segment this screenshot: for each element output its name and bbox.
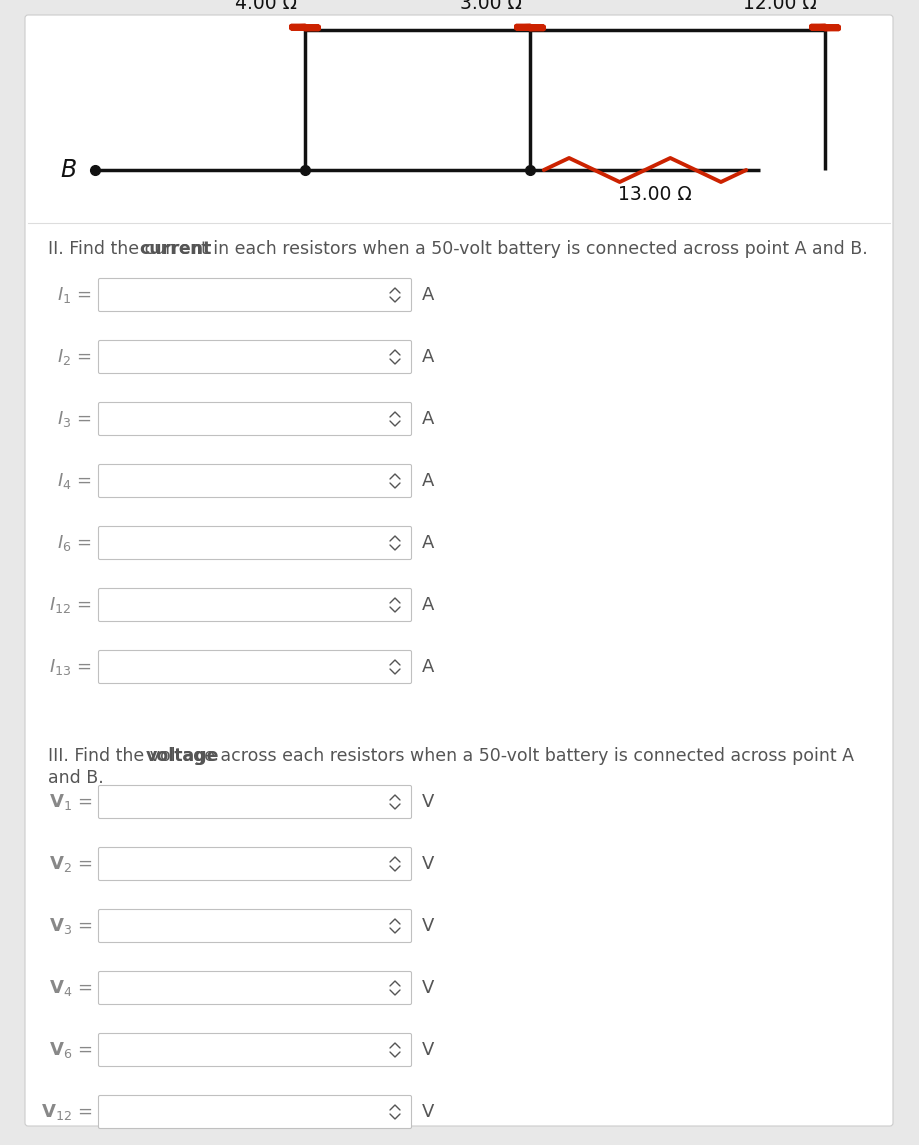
Text: 13.00 Ω: 13.00 Ω	[618, 185, 692, 204]
Text: V: V	[422, 793, 435, 811]
FancyBboxPatch shape	[98, 403, 412, 435]
FancyBboxPatch shape	[98, 1096, 412, 1129]
FancyBboxPatch shape	[98, 278, 412, 311]
FancyBboxPatch shape	[25, 15, 893, 1126]
Text: A: A	[422, 597, 435, 614]
Text: current: current	[139, 240, 211, 258]
Text: $I_{12}$ =: $I_{12}$ =	[50, 595, 92, 615]
Text: V: V	[422, 1041, 435, 1059]
Text: A: A	[422, 410, 435, 428]
FancyBboxPatch shape	[98, 785, 412, 819]
Text: $\mathbf{V}_{12}$ =: $\mathbf{V}_{12}$ =	[40, 1101, 92, 1122]
FancyBboxPatch shape	[98, 589, 412, 622]
Text: V: V	[422, 855, 435, 872]
Text: voltage: voltage	[146, 747, 220, 765]
FancyBboxPatch shape	[98, 465, 412, 497]
FancyBboxPatch shape	[98, 527, 412, 560]
Text: $I_3$ =: $I_3$ =	[57, 409, 92, 429]
Text: A: A	[422, 534, 435, 552]
Text: $B$: $B$	[61, 158, 77, 182]
Text: 3.00 Ω: 3.00 Ω	[460, 0, 522, 13]
Text: $I_1$ =: $I_1$ =	[57, 285, 92, 305]
FancyBboxPatch shape	[98, 909, 412, 942]
FancyBboxPatch shape	[98, 340, 412, 373]
FancyBboxPatch shape	[98, 650, 412, 684]
FancyBboxPatch shape	[98, 1034, 412, 1066]
Text: and B.: and B.	[48, 769, 104, 787]
Text: $I_6$ =: $I_6$ =	[57, 534, 92, 553]
Text: $\mathbf{V}_4$ =: $\mathbf{V}_4$ =	[49, 978, 92, 998]
Text: $I_4$ =: $I_4$ =	[57, 471, 92, 491]
Text: III. Find the voltage across each resistors when a 50-volt battery is connected : III. Find the voltage across each resist…	[48, 747, 854, 765]
Text: $\mathbf{V}_3$ =: $\mathbf{V}_3$ =	[49, 916, 92, 935]
Text: II. Find the current in each resistors when a 50-volt battery is connected acros: II. Find the current in each resistors w…	[48, 240, 868, 258]
Text: V: V	[422, 979, 435, 997]
FancyBboxPatch shape	[98, 971, 412, 1004]
Text: $I_{13}$ =: $I_{13}$ =	[50, 657, 92, 677]
Text: A: A	[422, 286, 435, 305]
Text: V: V	[422, 1103, 435, 1121]
Text: 4.00 Ω: 4.00 Ω	[235, 0, 297, 13]
Text: $\mathbf{V}_6$ =: $\mathbf{V}_6$ =	[49, 1040, 92, 1060]
Text: A: A	[422, 658, 435, 676]
Text: $\mathbf{V}_1$ =: $\mathbf{V}_1$ =	[49, 792, 92, 812]
FancyBboxPatch shape	[98, 847, 412, 881]
Text: $\mathbf{V}_2$ =: $\mathbf{V}_2$ =	[49, 854, 92, 874]
Text: 12.00 Ω: 12.00 Ω	[743, 0, 817, 13]
Text: V: V	[422, 917, 435, 935]
Text: $I_2$ =: $I_2$ =	[57, 347, 92, 368]
Text: A: A	[422, 472, 435, 490]
Text: A: A	[422, 348, 435, 366]
